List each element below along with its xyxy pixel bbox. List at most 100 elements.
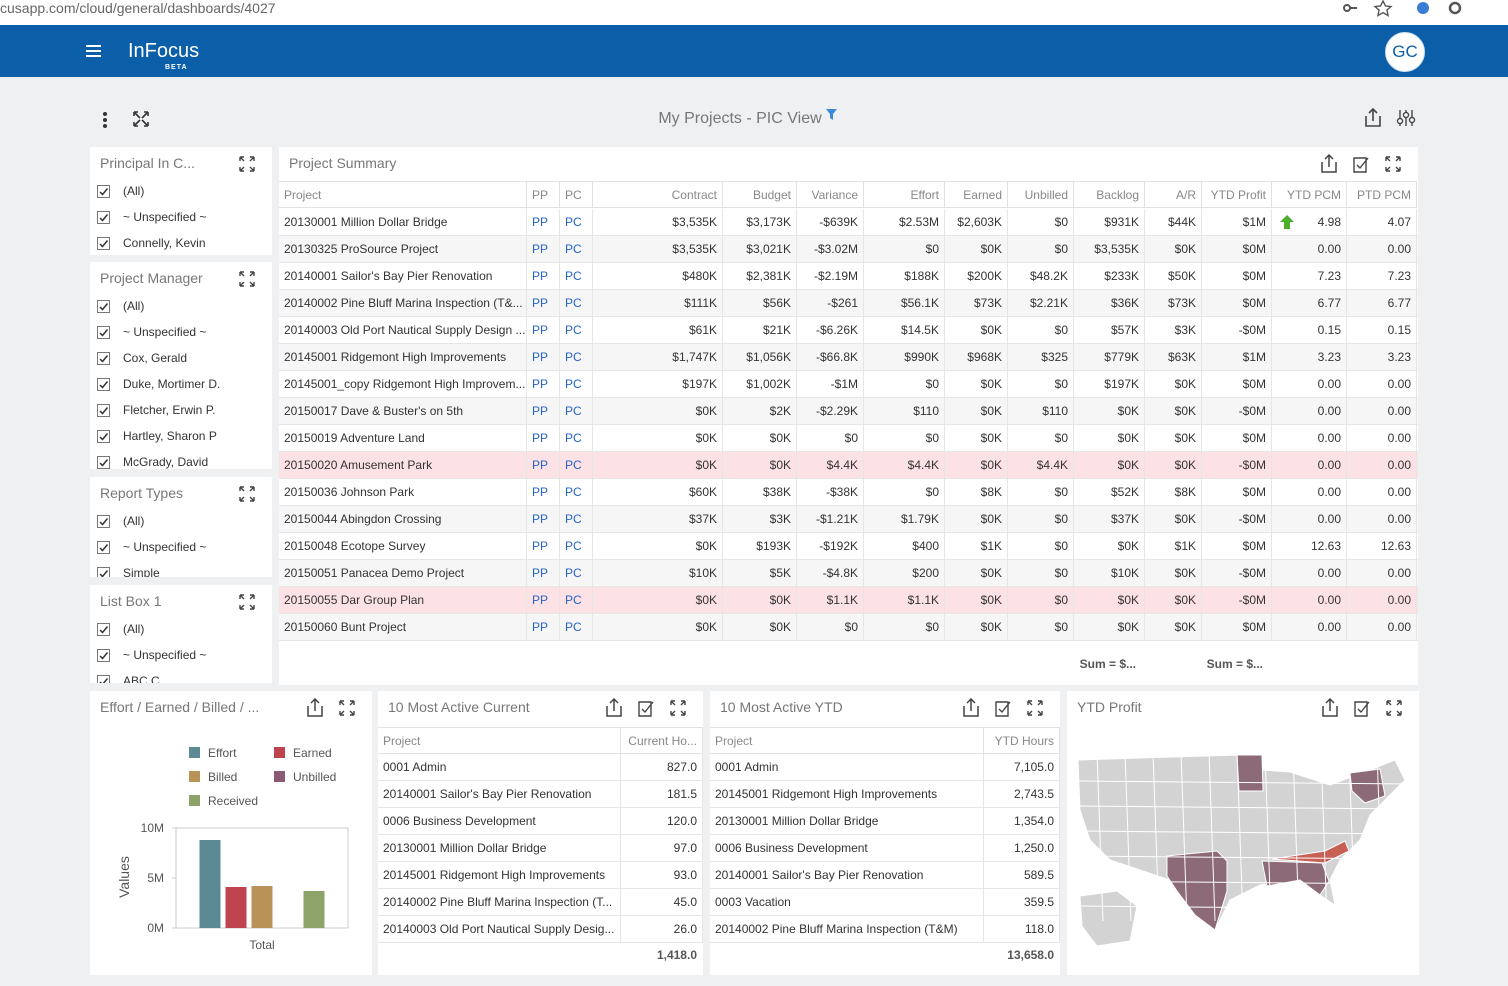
share-icon[interactable] [1322,697,1338,717]
column-header[interactable]: Budget [723,181,797,208]
column-header[interactable]: Contract [593,181,723,208]
expand-icon[interactable] [1386,700,1402,716]
select-icon[interactable] [638,701,654,717]
filter-indicator[interactable] [825,108,839,122]
checkbox[interactable] [97,378,110,391]
link-cell[interactable]: PC [560,425,593,452]
link-cell[interactable]: PP [527,479,560,506]
checkbox[interactable] [97,515,110,528]
link-cell[interactable]: PC [560,560,593,587]
filter-item[interactable]: (All) [123,514,145,528]
column-header[interactable]: PTD PCM [1347,181,1417,208]
link-cell[interactable]: PP [527,236,560,263]
toolbar-right-icons[interactable] [1362,106,1422,130]
link-cell[interactable]: PP [527,371,560,398]
checkbox[interactable] [97,430,110,443]
panel-icons[interactable] [960,697,1056,719]
column-header[interactable]: Effort [864,181,945,208]
link-cell[interactable]: PC [560,344,593,371]
expand-icon[interactable] [239,271,255,287]
link-cell[interactable]: PC [560,587,593,614]
column-header[interactable]: Project [378,727,621,754]
filter-item[interactable]: (All) [123,622,145,636]
link-cell[interactable]: PC [560,317,593,344]
column-header[interactable]: YTD Hours [984,727,1060,754]
link-cell[interactable]: PC [560,209,593,236]
checkbox[interactable] [97,456,110,469]
filter-item[interactable]: ~ Unspecified ~ [123,210,207,224]
filter-item[interactable]: ~ Unspecified ~ [123,325,207,339]
panel-icons[interactable] [236,153,268,175]
select-icon[interactable] [995,701,1011,717]
checkbox[interactable] [97,649,110,662]
link-cell[interactable]: PP [527,587,560,614]
link-cell[interactable]: PP [527,533,560,560]
filter-item[interactable]: (All) [123,184,145,198]
link-cell[interactable]: PC [560,533,593,560]
menu-icon[interactable] [86,45,101,58]
expand-icon[interactable] [1027,700,1043,716]
select-icon[interactable] [1353,157,1369,173]
expand-icon[interactable] [1385,156,1401,172]
expand-icon[interactable] [239,156,255,172]
avatar[interactable]: GC [1385,32,1425,72]
filter-item[interactable]: (All) [123,299,145,313]
panel-icons[interactable] [603,697,699,719]
checkbox[interactable] [97,404,110,417]
link-cell[interactable]: PP [527,452,560,479]
column-header[interactable]: A/R [1145,181,1202,208]
filter-item[interactable]: Simple [123,566,160,577]
link-cell[interactable]: PP [527,263,560,290]
share-icon[interactable] [606,697,622,717]
column-header[interactable]: Project [279,181,527,208]
share-icon[interactable] [963,697,979,717]
link-cell[interactable]: PP [527,290,560,317]
share-icon[interactable] [1321,153,1337,173]
column-header[interactable]: Variance [797,181,864,208]
panel-icons[interactable] [236,268,268,290]
filter-item[interactable]: Duke, Mortimer D. [123,377,221,391]
column-header[interactable]: Project [710,727,984,754]
link-cell[interactable]: PP [527,344,560,371]
column-header[interactable]: Current Ho... [621,727,703,754]
filter-item[interactable]: Cox, Gerald [123,351,188,365]
checkbox[interactable] [97,541,110,554]
filter-item[interactable]: Connelly, Kevin [123,236,206,250]
link-cell[interactable]: PP [527,614,560,641]
link-cell[interactable]: PP [527,317,560,344]
column-header[interactable]: PP [527,181,560,208]
checkbox[interactable] [97,185,110,198]
filter-item[interactable]: ~ Unspecified ~ [123,540,207,554]
panel-icons[interactable] [304,697,368,719]
link-cell[interactable]: PC [560,236,593,263]
link-cell[interactable]: PC [560,371,593,398]
url[interactable]: cusapp.com/cloud/general/dashboards/4027 [0,0,276,16]
filter-item[interactable]: ~ Unspecified ~ [123,648,207,662]
checkbox[interactable] [97,675,110,683]
checkbox[interactable] [97,211,110,224]
column-header[interactable]: YTD Profit [1202,181,1272,208]
panel-icons[interactable] [236,483,268,505]
link-cell[interactable]: PP [527,506,560,533]
filter-item[interactable]: ABC C... [123,674,170,683]
checkbox[interactable] [97,623,110,636]
expand-icon[interactable] [339,700,355,716]
link-cell[interactable]: PP [527,209,560,236]
link-cell[interactable]: PC [560,263,593,290]
checkbox[interactable] [97,300,110,313]
link-cell[interactable]: PC [560,506,593,533]
checkbox[interactable] [97,326,110,339]
checkbox[interactable] [97,567,110,577]
select-icon[interactable] [1354,701,1370,717]
column-header[interactable]: PC [560,181,593,208]
column-header[interactable]: YTD PCM [1272,181,1347,208]
link-cell[interactable]: PP [527,398,560,425]
filter-item[interactable]: Hartley, Sharon P [123,429,217,443]
share-icon[interactable] [307,697,323,717]
expand-icon[interactable] [239,486,255,502]
link-cell[interactable]: PC [560,614,593,641]
expand-icon[interactable] [239,594,255,610]
panel-icons[interactable] [1319,697,1415,719]
panel-icons[interactable] [1318,153,1414,175]
toolbar-left-icons[interactable] [98,108,158,132]
